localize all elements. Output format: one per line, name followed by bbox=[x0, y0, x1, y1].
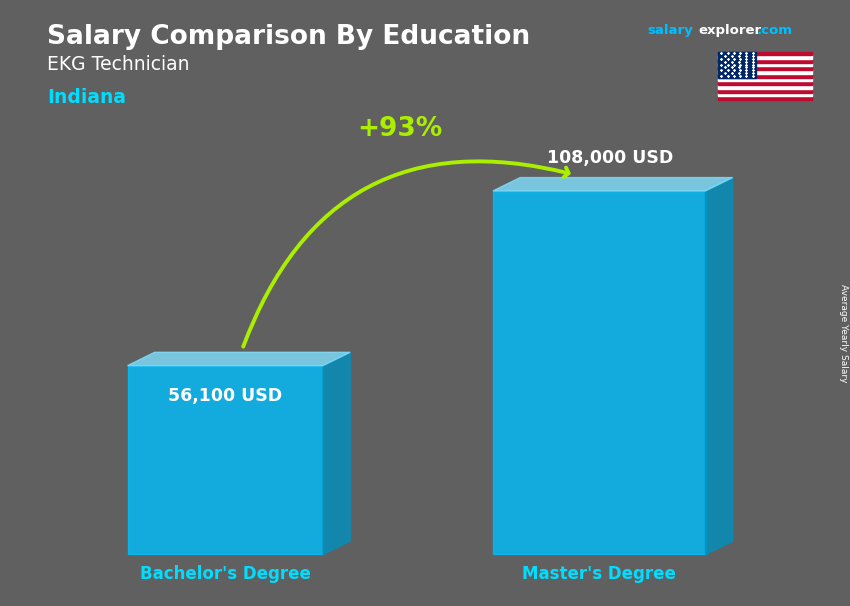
Polygon shape bbox=[718, 70, 812, 74]
Polygon shape bbox=[718, 74, 812, 78]
Polygon shape bbox=[718, 55, 812, 59]
Polygon shape bbox=[718, 96, 812, 100]
Polygon shape bbox=[718, 81, 812, 85]
Text: EKG Technician: EKG Technician bbox=[47, 55, 190, 73]
Polygon shape bbox=[718, 78, 812, 81]
Text: 56,100 USD: 56,100 USD bbox=[168, 387, 282, 405]
Text: 108,000 USD: 108,000 USD bbox=[547, 148, 673, 167]
Text: +93%: +93% bbox=[357, 116, 442, 142]
Text: Average Yearly Salary: Average Yearly Salary bbox=[839, 284, 847, 382]
Text: explorer: explorer bbox=[699, 24, 762, 37]
Polygon shape bbox=[718, 89, 812, 93]
Polygon shape bbox=[128, 365, 323, 554]
Polygon shape bbox=[128, 352, 350, 365]
Polygon shape bbox=[718, 62, 812, 67]
Polygon shape bbox=[718, 67, 812, 70]
Polygon shape bbox=[493, 191, 706, 554]
Polygon shape bbox=[493, 178, 733, 191]
Text: salary: salary bbox=[648, 24, 694, 37]
Polygon shape bbox=[718, 52, 756, 78]
Polygon shape bbox=[718, 59, 812, 62]
Text: Bachelor's Degree: Bachelor's Degree bbox=[139, 565, 311, 584]
Text: Salary Comparison By Education: Salary Comparison By Education bbox=[47, 24, 530, 50]
Text: Indiana: Indiana bbox=[47, 88, 126, 107]
Polygon shape bbox=[718, 85, 812, 89]
Polygon shape bbox=[718, 93, 812, 96]
Text: Master's Degree: Master's Degree bbox=[522, 565, 677, 584]
Text: .com: .com bbox=[756, 24, 792, 37]
Polygon shape bbox=[706, 178, 733, 554]
Polygon shape bbox=[718, 52, 812, 55]
Polygon shape bbox=[323, 352, 350, 554]
